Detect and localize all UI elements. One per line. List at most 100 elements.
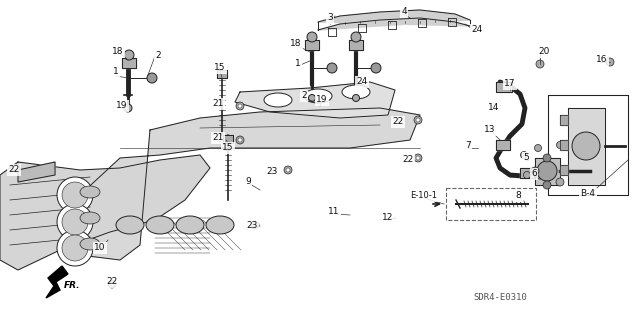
Polygon shape — [46, 266, 68, 298]
Circle shape — [110, 282, 114, 286]
Circle shape — [572, 132, 600, 160]
Polygon shape — [60, 108, 420, 260]
Circle shape — [62, 182, 88, 208]
Text: 2: 2 — [155, 51, 161, 61]
Text: FR.: FR. — [64, 281, 81, 291]
Circle shape — [62, 235, 88, 261]
Polygon shape — [235, 82, 395, 118]
Text: 11: 11 — [328, 207, 340, 217]
Circle shape — [236, 136, 244, 144]
Text: 6: 6 — [531, 169, 537, 179]
Text: 12: 12 — [382, 213, 394, 222]
Ellipse shape — [116, 216, 144, 234]
Circle shape — [57, 204, 93, 240]
Circle shape — [253, 223, 257, 227]
Text: 21: 21 — [212, 133, 224, 143]
Circle shape — [307, 32, 317, 42]
Circle shape — [108, 280, 116, 288]
Text: 14: 14 — [488, 103, 500, 113]
Ellipse shape — [80, 238, 100, 250]
Circle shape — [251, 221, 259, 229]
Circle shape — [606, 58, 614, 66]
Text: 7: 7 — [465, 142, 471, 151]
Ellipse shape — [342, 85, 370, 99]
Circle shape — [57, 177, 93, 213]
Polygon shape — [122, 58, 136, 68]
Text: 13: 13 — [484, 125, 496, 135]
Text: 24: 24 — [472, 26, 483, 34]
Polygon shape — [496, 82, 512, 92]
Circle shape — [537, 161, 557, 181]
Circle shape — [543, 181, 551, 189]
Bar — [446, 188, 536, 220]
Text: 22: 22 — [106, 278, 118, 286]
Circle shape — [351, 32, 361, 42]
Circle shape — [238, 138, 242, 142]
Text: 22: 22 — [8, 166, 20, 174]
Circle shape — [371, 63, 381, 73]
Circle shape — [557, 142, 563, 149]
Polygon shape — [496, 140, 510, 150]
Text: 5: 5 — [523, 153, 529, 162]
Polygon shape — [520, 168, 534, 178]
Text: 24: 24 — [356, 78, 367, 86]
Text: 8: 8 — [515, 191, 521, 201]
Polygon shape — [305, 40, 319, 50]
Circle shape — [238, 104, 242, 108]
Circle shape — [236, 102, 244, 110]
Polygon shape — [560, 140, 568, 150]
Circle shape — [531, 167, 539, 175]
Circle shape — [524, 172, 531, 179]
Text: 15: 15 — [214, 63, 226, 72]
Ellipse shape — [146, 216, 174, 234]
Text: 1: 1 — [295, 60, 301, 69]
Circle shape — [286, 168, 290, 172]
Circle shape — [543, 154, 551, 162]
Text: B-4: B-4 — [580, 189, 595, 198]
Circle shape — [353, 94, 360, 101]
Text: 9: 9 — [245, 177, 251, 187]
Text: 10: 10 — [94, 243, 106, 253]
Circle shape — [414, 154, 422, 162]
Polygon shape — [18, 162, 55, 182]
Text: 17: 17 — [504, 79, 516, 88]
Polygon shape — [223, 135, 233, 143]
Circle shape — [308, 94, 316, 101]
Circle shape — [556, 178, 564, 186]
Circle shape — [124, 50, 134, 60]
Text: 19: 19 — [116, 101, 128, 110]
Circle shape — [284, 166, 292, 174]
Text: 23: 23 — [246, 221, 258, 231]
Circle shape — [327, 63, 337, 73]
Polygon shape — [560, 115, 568, 125]
Polygon shape — [318, 10, 470, 30]
Circle shape — [57, 230, 93, 266]
Circle shape — [124, 104, 132, 112]
Ellipse shape — [264, 93, 292, 107]
Polygon shape — [568, 108, 605, 185]
Text: 20: 20 — [538, 48, 550, 56]
Text: 3: 3 — [327, 13, 333, 23]
Circle shape — [536, 60, 544, 68]
Bar — [548, 95, 628, 195]
Circle shape — [416, 118, 420, 122]
Ellipse shape — [80, 212, 100, 224]
Polygon shape — [535, 158, 560, 185]
Circle shape — [14, 166, 18, 170]
Text: 19: 19 — [316, 95, 328, 105]
Text: 18: 18 — [291, 40, 301, 48]
Polygon shape — [217, 70, 227, 78]
Text: 1: 1 — [113, 68, 119, 77]
Text: SDR4-E0310: SDR4-E0310 — [473, 293, 527, 302]
Text: E-10-1: E-10-1 — [410, 191, 438, 201]
Circle shape — [520, 152, 527, 159]
Circle shape — [147, 73, 157, 83]
Ellipse shape — [304, 89, 332, 103]
Circle shape — [414, 116, 422, 124]
Text: 18: 18 — [112, 48, 124, 56]
Text: 16: 16 — [596, 56, 608, 64]
Ellipse shape — [80, 186, 100, 198]
Polygon shape — [0, 155, 210, 270]
Ellipse shape — [176, 216, 204, 234]
Circle shape — [12, 164, 20, 172]
